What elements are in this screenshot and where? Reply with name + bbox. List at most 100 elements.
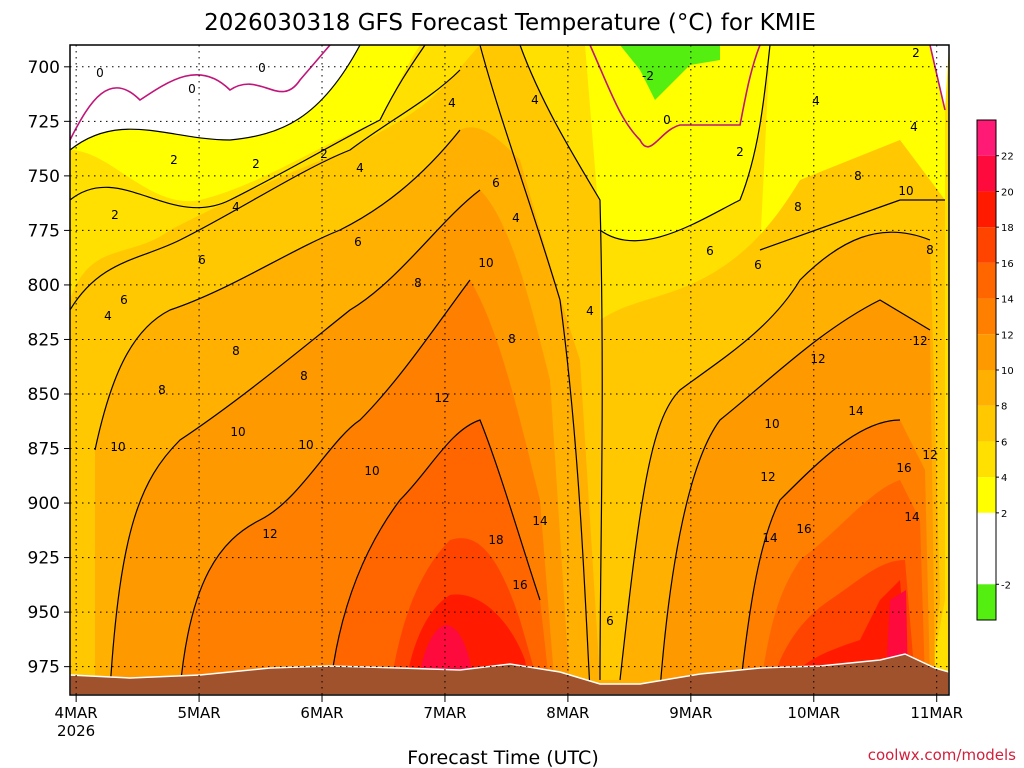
- contour-label-13: 4: [356, 161, 364, 175]
- x-tick-label-3: 7MAR: [423, 704, 466, 722]
- contour-label-55: 18: [488, 533, 503, 547]
- y-tick-label-3: 775: [28, 221, 60, 241]
- x-tick-label-1: 5MAR: [177, 704, 220, 722]
- colorbar-label-4: 14: [1001, 295, 1014, 306]
- contour-line-3: [109, 189, 481, 691]
- contour-label-3: 0: [258, 61, 266, 75]
- contour-line-6: [519, 44, 603, 681]
- contour-line-1: [69, 69, 461, 311]
- contour-label-7: 2: [320, 147, 328, 161]
- y-tick-label-5: 825: [28, 330, 60, 350]
- x-tick-label-5: 9MAR: [669, 704, 712, 722]
- contour-label-46: 12: [262, 527, 277, 541]
- contour-label-18: 4: [512, 211, 520, 225]
- colorbar-label-7: 8: [1001, 402, 1007, 413]
- y-tick-label-1: 725: [28, 112, 60, 132]
- contour-label-47: 12: [434, 391, 449, 405]
- contour-label-50: 14: [848, 404, 863, 418]
- contour-line-10: [739, 419, 901, 691]
- colorbar-label-10: 2: [1001, 509, 1007, 520]
- colorbar-label-11: -2: [1001, 580, 1011, 591]
- terrain-surface: [69, 653, 950, 696]
- colorbar-swatch-10: [977, 477, 996, 513]
- contour-line-0: [69, 44, 426, 209]
- contour-label-27: 8: [854, 169, 862, 183]
- contour-line-13: [69, 44, 361, 151]
- contour-label-11: 4: [448, 96, 456, 110]
- contour-label-49: 14: [762, 531, 777, 545]
- x-axis-label: Forecast Time (UTC): [407, 747, 598, 768]
- contour-label-12: 4: [531, 93, 539, 107]
- contour-label-14: 4: [232, 200, 240, 214]
- y-tick-label-0: 700: [28, 58, 60, 78]
- contour-label-28: 8: [926, 243, 934, 257]
- contour-label-52: 16: [512, 578, 527, 592]
- contour-label-41: 10: [478, 256, 493, 270]
- colorbar-swatch-4: [977, 262, 996, 299]
- contour-line-12: [759, 199, 945, 251]
- contour-line-11: [599, 44, 771, 242]
- contour-label-35: 10: [898, 184, 913, 198]
- colorbar-swatch-6: [977, 334, 996, 370]
- credit-text: coolwx.com/models: [868, 746, 1016, 764]
- contour-label-54: 16: [896, 461, 911, 475]
- contour-label-26: 6: [754, 258, 762, 272]
- colorbar-label-3: 16: [1001, 259, 1014, 270]
- contour-label-0: -2: [642, 69, 654, 83]
- x-tick-label-2: 6MAR: [300, 704, 343, 722]
- colorbar-swatch-9: [977, 441, 996, 478]
- colorbar-swatch-3: [977, 227, 996, 263]
- y-tick-label-9: 925: [28, 549, 60, 569]
- colorbar-swatch-2: [977, 191, 996, 228]
- contour-label-15: 4: [812, 94, 820, 108]
- colorbar-swatch-11: [977, 512, 996, 585]
- contour-label-45: 12: [922, 448, 937, 462]
- colorbar-label-0: 22: [1001, 152, 1014, 163]
- contour-line-8: [619, 231, 931, 681]
- colorbar-label-6: 10: [1001, 366, 1014, 377]
- contour-label-9: 2: [736, 145, 744, 159]
- contour-label-6: 2: [252, 157, 260, 171]
- contour-label-5: 2: [170, 153, 178, 167]
- contour-label-32: 8: [414, 276, 422, 290]
- contour-label-29: 8: [158, 383, 166, 397]
- contour-label-53: 16: [796, 522, 811, 536]
- y-tick-label-4: 800: [28, 276, 60, 296]
- colorbar-label-5: 12: [1001, 330, 1014, 341]
- contour-label-34: 8: [794, 200, 802, 214]
- contour-label-40: 10: [364, 464, 379, 478]
- contour-label-48: 14: [532, 514, 547, 528]
- colorbar-swatch-0: [977, 120, 996, 156]
- contour-label-2: 0: [188, 82, 196, 96]
- contour-line-5: [329, 419, 541, 691]
- contour-label-24: 6: [354, 235, 362, 249]
- colorbar-swatch-1: [977, 155, 996, 192]
- contour-label-44: 12: [912, 334, 927, 348]
- colorbar: 22 20 18 16 14 12 10 8 6 4 2 -2: [976, 119, 1014, 621]
- x-tick-label-0: 4MAR: [55, 704, 98, 722]
- contour-label-4: 0: [663, 113, 671, 127]
- temperature-field: [69, 44, 950, 696]
- contour-label-19: 4: [586, 304, 594, 318]
- contour-label-8: 2: [111, 208, 119, 222]
- contour-label-38: 10: [230, 425, 245, 439]
- contour-label-33: 8: [508, 332, 516, 346]
- colorbar-swatch-7: [977, 370, 996, 406]
- contour-label-22: 6: [120, 293, 128, 307]
- contour-label-31: 8: [300, 369, 308, 383]
- y-tick-label-7: 875: [28, 440, 60, 460]
- y-axis: 700 725 750 775 800 825 850 875 900 925 950 975: [28, 58, 70, 678]
- contour-line-4: [179, 279, 471, 691]
- contour-line-7: [479, 44, 591, 691]
- y-tick-label-8: 900: [28, 494, 60, 514]
- contour-line-2: [94, 129, 461, 451]
- grid-lines: [70, 45, 949, 695]
- temp-band-1: [70, 45, 945, 250]
- contour-line-9: [659, 299, 931, 691]
- contour-label-43: 12: [760, 470, 775, 484]
- colorbar-swatch-8: [977, 405, 996, 442]
- x-tick-label-7: 11MAR: [910, 704, 963, 722]
- x-tick-label-6: 10MAR: [787, 704, 840, 722]
- contour-label-21: 6: [606, 614, 614, 628]
